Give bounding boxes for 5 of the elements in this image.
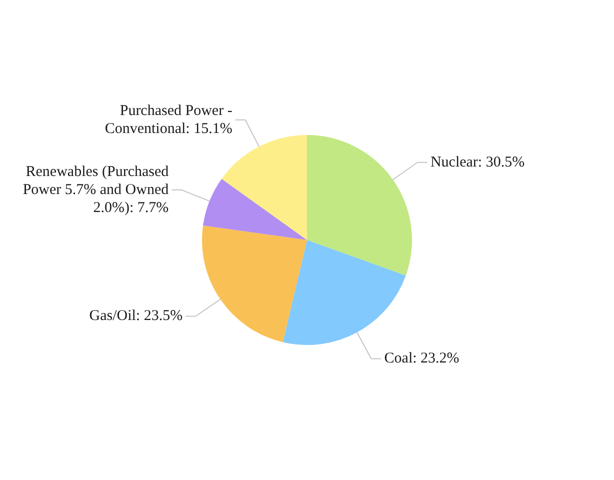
slice-label: Renewables (Purchased Power 5.7% and Owned 2.0%): 7.7% [22,164,170,216]
slice-label: Purchased Power - Conventional: 15.1% [104,102,232,137]
slice-label: Nuclear: 30.5% [430,154,525,170]
slice-label: Gas/Oil: 23.5% [89,308,183,324]
slice-label: Coal: 23.2% [384,350,460,367]
